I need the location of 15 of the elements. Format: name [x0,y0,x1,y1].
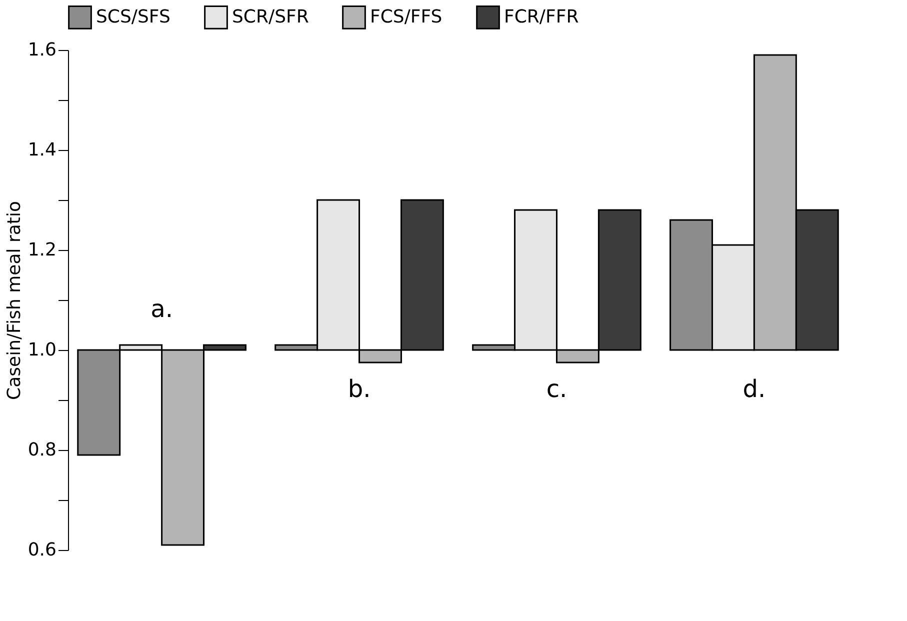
y-axis-title: Casein/Fish meal ratio [4,201,25,400]
y-tick-label: 1.4 [28,140,56,160]
y-tick-label: 1.2 [28,240,56,260]
x-tick-label: c. [546,375,568,403]
y-tick-label: 0.6 [28,540,56,560]
legend-label: SCS/SFS [96,6,170,28]
y-tick-label: 0.8 [28,440,56,460]
x-tick-label: d. [742,375,766,403]
y-tick-label: 1.6 [28,40,56,60]
legend-label: FCR/FFR [504,6,579,28]
legend-label: FCS/FFS [370,6,442,28]
legend-label: SCR/SFR [232,6,309,28]
x-tick-label: b. [348,375,371,403]
y-tick-label: 1.0 [28,340,56,360]
x-tick-label: a. [150,295,173,323]
